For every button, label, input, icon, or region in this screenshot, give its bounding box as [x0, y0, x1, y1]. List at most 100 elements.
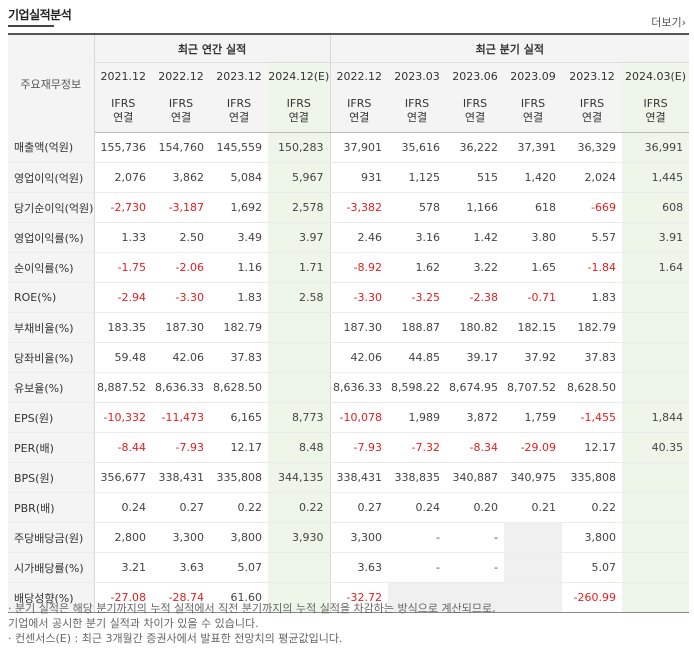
row-label: 부채비율(%) — [8, 312, 95, 343]
value-cell — [622, 552, 690, 583]
value-cell: 37.83 — [210, 342, 268, 373]
ifrs-label: IFRS — [347, 97, 372, 110]
consolidated-label: 연결 — [349, 111, 370, 124]
value-cell: 8,636.33 — [330, 372, 389, 403]
value-cell: 42.06 — [330, 342, 389, 373]
value-cell: -8.34 — [446, 432, 505, 463]
value-cell: 1,420 — [504, 162, 563, 193]
value-cell: -2.06 — [152, 252, 210, 283]
ifrs-header: IFRS 연결 — [562, 90, 623, 133]
value-cell: 3,300 — [152, 522, 210, 553]
period-header: 2021.12 — [94, 62, 152, 90]
period-header: 2023.09 — [504, 62, 563, 90]
value-cell: 1.83 — [210, 282, 268, 313]
value-cell: 36,991 — [622, 132, 690, 163]
ifrs-label: IFRS — [462, 97, 488, 110]
value-cell — [504, 522, 563, 553]
value-cell: 0.24 — [94, 492, 152, 523]
value-cell: 8,636.33 — [152, 372, 210, 403]
value-cell: 0.20 — [446, 492, 505, 523]
more-label[interactable]: 더보기 — [651, 16, 682, 29]
value-cell: 3.80 — [504, 222, 563, 253]
value-cell — [388, 582, 447, 613]
value-cell: 1,445 — [622, 162, 690, 193]
value-cell: -1,455 — [562, 402, 623, 433]
value-cell: 37.83 — [562, 342, 623, 373]
table-row: 영업이익률(%) 1.33 2.50 3.49 3.97 2.46 3.16 1.42 3.80… — [8, 222, 690, 253]
row-label: PBR(배) — [8, 492, 95, 523]
quarter-group-header: 최근 분기 실적 — [330, 33, 690, 63]
row-label: 유보율(%) — [8, 372, 95, 403]
consolidated-label: 연결 — [228, 111, 250, 124]
value-cell: 1.65 — [504, 252, 563, 283]
value-cell: 2,024 — [562, 162, 623, 193]
footnote-line: 기업에서 공시한 분기 실적과 차이가 있을 수 있습니다. — [8, 617, 259, 630]
value-cell: 0.27 — [152, 492, 210, 523]
table-row: BPS(원) 356,677 338,431 335,808 344,135 338,43… — [8, 462, 690, 493]
value-cell — [622, 582, 690, 613]
value-cell: 12.17 — [562, 432, 623, 463]
table-row: 시가배당률(%) 3.21 3.63 5.07 3.63- -5.07 — [8, 552, 690, 583]
value-cell: 8,887.52 — [94, 372, 152, 403]
ifrs-header-row: IFRS 연결 IFRS 연결 IFRS 연결 IFRS 연결 IFRS 연결 IFRS 연결 IFRS… — [8, 90, 690, 133]
value-cell: -7.93 — [330, 432, 389, 463]
row-label: 영업이익(억원) — [8, 162, 95, 193]
value-cell: -3,187 — [152, 192, 210, 223]
value-cell: 42.06 — [152, 342, 210, 373]
value-cell: 36,329 — [562, 132, 623, 163]
value-cell: - — [446, 522, 505, 553]
value-cell: 3.97 — [268, 222, 331, 253]
value-cell — [268, 312, 331, 343]
consolidated-label: 연결 — [406, 111, 428, 124]
footnotes: · 분기 실적은 해당 분기까지의 누적 실적에서 직전 분기까지의 누적 실적… — [8, 601, 688, 646]
value-cell: 618 — [504, 192, 563, 223]
value-cell — [622, 312, 690, 343]
ifrs-header: IFRS 연결 — [268, 90, 331, 133]
row-label: 매출액(억원) — [8, 132, 95, 163]
row-label-header: 주요재무정보 — [8, 33, 95, 133]
value-cell: 35,616 — [388, 132, 447, 163]
value-cell: 1.62 — [388, 252, 447, 283]
value-cell: 36,222 — [446, 132, 505, 163]
value-cell: 0.24 — [388, 492, 447, 523]
value-cell: 44.85 — [388, 342, 447, 373]
table-row: 주당배당금(원) 2,800 3,300 3,800 3,930 3,300- -3,800 — [8, 522, 690, 553]
title-underline — [8, 25, 54, 27]
table-row: 배당성향(%) -27.08 -28.74 61.60 -32.72 -260.99 — [8, 582, 690, 613]
table-row: PER(배) -8.44 -7.93 12.17 8.48 -7.93 -7.32 -8.34… — [8, 432, 690, 463]
row-label: PER(배) — [8, 432, 95, 463]
financial-table: 주요재무정보 최근 연간 실적 최근 분기 실적 2021.12 2022.12 2… — [8, 33, 690, 613]
value-cell: 39.17 — [446, 342, 505, 373]
footnote-line: · 컨센서스(E) : 최근 3개월간 증권사에서 발표한 전망치의 평균값입니… — [8, 632, 343, 645]
value-cell: 515 — [446, 162, 505, 193]
value-cell: -3.25 — [388, 282, 447, 313]
value-cell: -2.38 — [446, 282, 505, 313]
row-label: 시가배당률(%) — [8, 552, 95, 583]
value-cell: 3,930 — [268, 522, 331, 553]
value-cell: 1,759 — [504, 402, 563, 433]
value-cell: 37,901 — [330, 132, 389, 163]
value-cell — [622, 372, 690, 403]
period-header: 2023.12 — [562, 62, 623, 90]
value-cell: -2.94 — [94, 282, 152, 313]
consolidated-label: 연결 — [581, 111, 603, 124]
table-row: 영업이익(억원) 2,076 3,862 5,084 5,967 931 1,125 515 1… — [8, 162, 690, 193]
value-cell: 40.35 — [622, 432, 690, 463]
ifrs-header: IFRS 연결 — [94, 90, 152, 133]
consolidated-label: 연결 — [645, 111, 666, 124]
value-cell: 187.30 — [152, 312, 210, 343]
value-cell — [446, 582, 505, 613]
value-cell: 1.83 — [562, 282, 623, 313]
table-row: PBR(배) 0.24 0.27 0.22 0.22 0.27 0.24 0.20 0.21 0.… — [8, 492, 690, 523]
value-cell: -1.84 — [562, 252, 623, 283]
more-link[interactable]: 더보기› — [651, 14, 686, 30]
ifrs-header: IFRS 연결 — [446, 90, 505, 133]
value-cell: 0.22 — [562, 492, 623, 523]
value-cell: 5,084 — [210, 162, 268, 193]
value-cell: -669 — [562, 192, 623, 223]
ifrs-header: IFRS 연결 — [388, 90, 447, 133]
ifrs-header: IFRS 연결 — [210, 90, 268, 133]
value-cell: -8.92 — [330, 252, 389, 283]
value-cell — [268, 342, 331, 373]
value-cell: -8.44 — [94, 432, 152, 463]
